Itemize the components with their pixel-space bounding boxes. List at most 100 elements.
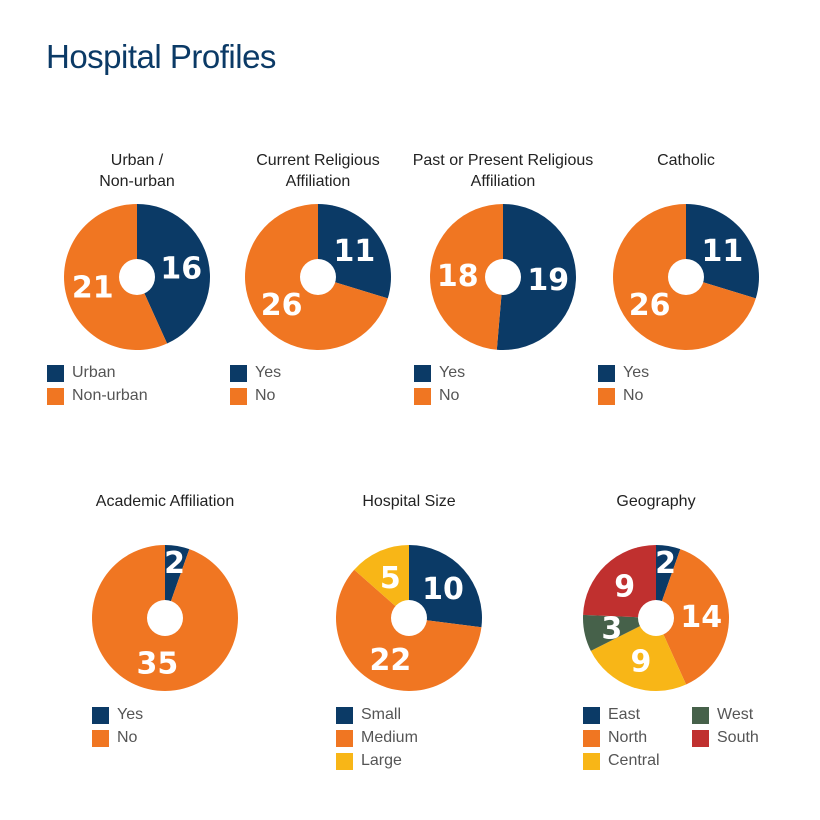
legend-item: No [92,728,137,748]
data-label: 22 [369,643,411,678]
legend-item: Yes [92,705,143,725]
data-label: 11 [334,234,376,269]
chart-title-urban-non-urban: Urban / Non-urban [99,152,175,190]
data-label: 21 [72,271,114,306]
legend-label: Central [608,752,660,769]
legend-label: Medium [361,729,418,746]
legend-item: Yes [414,363,465,383]
legend-item: East [583,705,640,725]
legend-label: East [608,706,641,723]
donut-hole [668,259,704,295]
data-label: 16 [160,251,202,286]
legend-swatch [92,729,109,747]
chart-title-hospital-size: Hospital Size [362,493,456,510]
legend-label: No [255,387,276,404]
donut-hole [485,259,521,295]
pie-slice-south [583,545,656,618]
legend-item: No [230,386,275,406]
donut-hole [391,600,427,636]
data-label: 26 [261,288,303,323]
legend-swatch [414,387,431,405]
legend-item: Non-urban [47,386,148,406]
donut-hole [300,259,336,295]
data-label: 9 [614,569,635,604]
pie-chart-academic-affiliation: 2 35 [91,545,238,691]
pie-slice-yes [165,545,190,618]
data-label: 3 [601,612,622,647]
data-label: 5 [380,561,401,596]
legend-swatch [583,729,600,747]
data-label: 9 [630,645,651,680]
donut-hole [638,600,674,636]
legend-swatch [336,706,353,724]
chart-title-academic-affiliation: Academic Affiliation [95,493,235,510]
chart-title-geography: Geography [616,493,696,510]
legend-item: West [692,705,753,725]
pie-slice-small [409,545,482,628]
pie-slice-yes [686,204,759,299]
legend-swatch [230,364,247,382]
pie-slice-central [590,618,687,691]
legend-item: Central [583,751,660,771]
donut-hole [119,259,155,295]
pie-slice-north [656,549,729,685]
legend-item: North [583,728,647,748]
legend-item: Large [336,751,402,771]
legend-item: No [414,386,459,406]
legend-label: Yes [255,364,282,381]
data-label: 19 [527,263,569,298]
data-label: 10 [422,572,464,607]
legend-label: Yes [439,364,466,381]
pie-chart-catholic: 11 26 [613,204,759,350]
pie-slice-no [430,204,503,350]
legend-label: No [117,729,138,746]
data-label: 18 [437,259,479,294]
legend-swatch [692,729,709,747]
data-label: 26 [629,288,671,323]
legend-swatch [598,364,615,382]
legend-swatch [598,387,615,405]
pie-slice-west [583,614,656,651]
legend-swatch [92,706,109,724]
pie-slice-large [354,545,409,618]
legend-label: Non-urban [72,387,148,404]
chart-title-past-or-present-religious-affiliation: Past or Present Religious Affiliation [412,152,594,190]
legend-label: No [623,387,644,404]
legend-item: Small [336,705,401,725]
legend-label: No [439,387,460,404]
legend-swatch [47,387,64,405]
pie-slice-urban [137,204,210,344]
data-label: 14 [680,600,722,635]
page-title: Hospital Profiles [46,38,276,75]
legend-swatch [230,387,247,405]
pie-slice-east [656,545,681,618]
data-label: 2 [164,546,185,581]
legend-swatch [583,706,600,724]
legend-swatch [47,364,64,382]
legend-label: West [717,706,754,723]
pie-slice-yes [318,204,391,299]
pie-slice-non-urban [64,204,168,350]
pie-chart-hospital-size: 10 22 5 [336,545,482,691]
legend-label: Yes [117,706,144,723]
legend-swatch [336,729,353,747]
legend-swatch [336,752,353,770]
data-label: 35 [136,647,178,682]
legend-item: South [692,728,759,748]
legend-item: Medium [336,728,418,748]
data-label: 11 [702,234,744,269]
legend-label: Yes [623,364,650,381]
legend-item: Yes [598,363,649,383]
data-label: 2 [655,546,676,581]
pie-slice-yes [496,204,577,350]
legend-label: Small [361,706,402,723]
legend-label: Large [361,752,402,769]
chart-title-catholic: Catholic [657,152,715,169]
legend-item: Urban [47,363,116,383]
legend-item: No [598,386,643,406]
legend-label: South [717,729,759,746]
